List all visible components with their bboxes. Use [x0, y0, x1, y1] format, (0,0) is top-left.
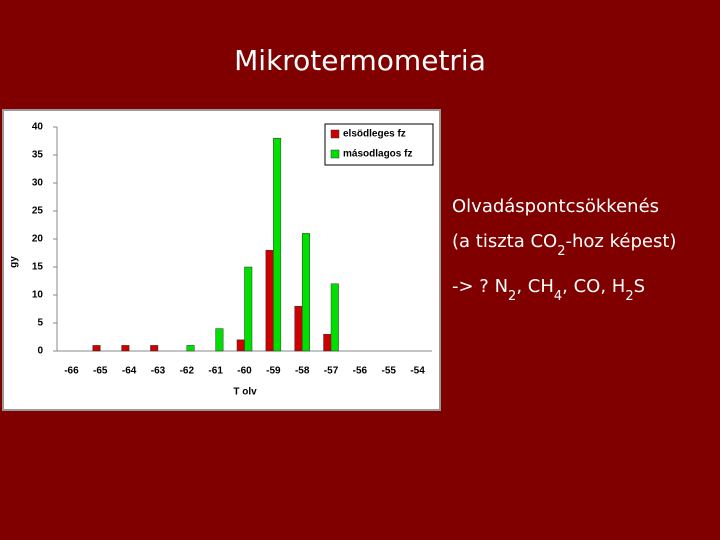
legend-swatch: [330, 149, 340, 159]
x-tick-label: -60: [237, 366, 252, 377]
note-segment: Olvadáspontcsökkenés: [452, 196, 659, 217]
x-tick-label: -65: [93, 366, 108, 377]
y-tick-label: 25: [32, 206, 44, 217]
bar: [301, 233, 310, 352]
legend-label: másodlagos fz: [343, 149, 412, 160]
bar: [215, 328, 224, 352]
legend-swatch: [330, 129, 340, 139]
note-text: -> ? N2, CH4, CO, H2S: [452, 276, 645, 304]
y-tick-label: 0: [37, 346, 43, 357]
note-segment: 2: [625, 289, 633, 304]
note-segment: S: [634, 276, 645, 297]
note-segment: 4: [554, 289, 562, 304]
legend-box: [324, 123, 434, 166]
x-tick-label: -59: [266, 366, 281, 377]
x-tick-label: -54: [410, 366, 425, 377]
y-tick-label: 30: [32, 178, 44, 189]
note-segment: -> ? N: [452, 276, 508, 297]
note-segment: , CO, H: [562, 276, 625, 297]
bar: [323, 333, 332, 352]
x-tick-label: -64: [122, 366, 137, 377]
bar: [294, 305, 303, 352]
bar: [121, 345, 130, 352]
bar: [273, 137, 282, 352]
note-segment: -hoz képest): [566, 231, 677, 252]
y-tick-label: 20: [32, 234, 44, 245]
bar: [244, 266, 253, 352]
legend-label: elsödleges fz: [343, 129, 406, 140]
x-tick-label: -56: [353, 366, 368, 377]
note-segment: 2: [508, 289, 516, 304]
bar: [186, 345, 195, 352]
bar: [330, 283, 339, 352]
x-axis-label: T olv: [233, 387, 257, 398]
x-tick-label: -62: [180, 366, 195, 377]
y-tick-label: 10: [32, 290, 44, 301]
note-segment: (a tiszta CO: [452, 231, 557, 252]
x-tick-label: -61: [208, 366, 223, 377]
note-segment: , CH: [516, 276, 554, 297]
y-tick-label: 5: [37, 318, 43, 329]
note-text: Olvadáspontcsökkenés: [452, 196, 659, 217]
bar: [150, 345, 159, 352]
x-tick-label: -55: [382, 366, 397, 377]
y-axis-label: gy: [9, 256, 20, 268]
note-segment: 2: [557, 244, 565, 259]
x-tick-label: -57: [324, 366, 339, 377]
bar: [92, 345, 101, 352]
y-tick-label: 35: [32, 150, 44, 161]
note-text: (a tiszta CO2-hoz képest): [452, 231, 676, 259]
y-tick-label: 15: [32, 262, 44, 273]
slide-title: Mikrotermometria: [234, 44, 486, 77]
x-tick-label: -66: [64, 366, 79, 377]
bar: [236, 339, 245, 352]
bar: [265, 249, 274, 352]
y-tick-label: 40: [32, 122, 44, 133]
x-tick-label: -58: [295, 366, 310, 377]
x-tick-label: -63: [151, 366, 166, 377]
